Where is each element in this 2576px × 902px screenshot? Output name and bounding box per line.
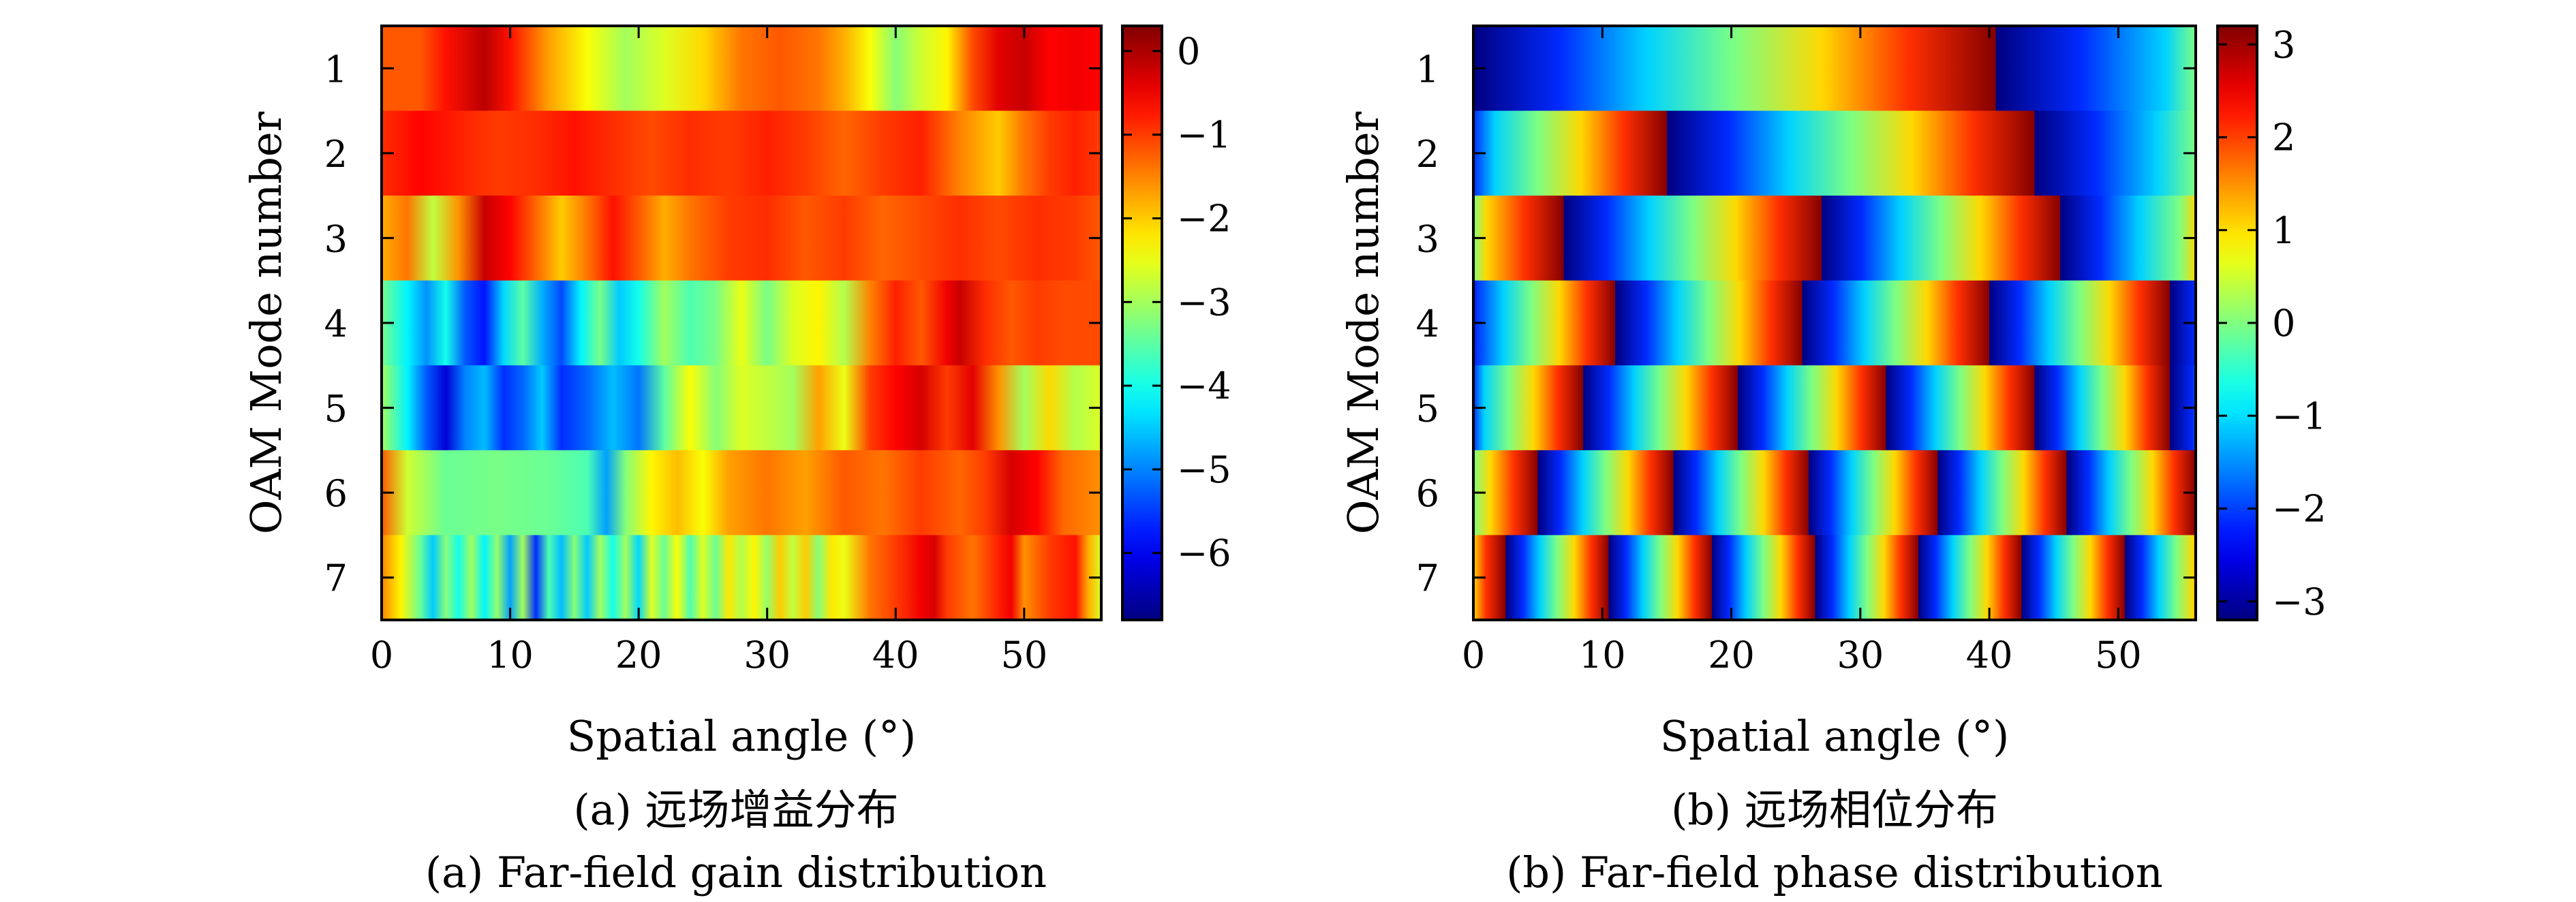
colorbar-tick-label: −2 xyxy=(2272,488,2327,531)
panel-a-colorbar-ticks: 0 −1 −2 −3 −4 −5 −6 xyxy=(1122,30,1231,575)
x-tick-label: 20 xyxy=(615,634,662,676)
colorbar-tick-label: −3 xyxy=(1177,281,1231,324)
panel-a-gain: 0 10 20 30 40 50 1 2 3 4 5 6 7 Spatial angle (°) OA… xyxy=(241,25,1231,897)
y-tick-label: 4 xyxy=(1416,302,1439,345)
x-tick-label: 10 xyxy=(487,634,534,676)
x-tick-label: 20 xyxy=(1708,634,1755,676)
panel-b-x-ticks: 0 10 20 30 40 50 xyxy=(1462,26,2142,676)
heatmap-row-mode-5 xyxy=(382,365,1101,451)
panel-a-caption-chinese: (a) 远场增益分布 xyxy=(573,785,898,835)
heatmap-row-mode-1 xyxy=(1473,26,2196,112)
y-tick-label: 1 xyxy=(1416,48,1439,91)
y-tick-label: 6 xyxy=(324,472,348,515)
x-tick-label: 50 xyxy=(1000,634,1047,676)
heatmap-row-mode-6 xyxy=(382,450,1101,536)
x-tick-label: 40 xyxy=(872,634,919,676)
x-tick-label: 50 xyxy=(2095,634,2142,676)
y-tick-label: 5 xyxy=(1416,388,1439,431)
panel-a-heatmap-rows xyxy=(382,26,1101,621)
colorbar-tick-label: −1 xyxy=(1177,114,1231,157)
heatmap-row-mode-4 xyxy=(382,280,1101,366)
panel-b-colorbar-ticks: 3 2 1 0 −1 −2 −3 xyxy=(2218,23,2327,623)
x-tick-label: 0 xyxy=(370,634,393,676)
colorbar-tick-label: −5 xyxy=(1177,448,1231,491)
heatmap-row-mode-6 xyxy=(1473,450,2196,536)
colorbar-tick-label: 0 xyxy=(2272,302,2295,345)
colorbar-tick-label: 3 xyxy=(2272,23,2295,66)
heatmap-row-mode-2 xyxy=(382,110,1101,196)
heatmap-row-mode-5 xyxy=(1473,365,2196,451)
y-tick-label: 1 xyxy=(324,48,348,91)
y-tick-label: 5 xyxy=(324,388,348,431)
panel-b-y-axis-label: OAM Mode number xyxy=(1338,111,1388,534)
x-tick-label: 40 xyxy=(1966,634,2013,676)
panel-b-y-ticks: 1 2 3 4 5 6 7 xyxy=(1416,48,2196,600)
panel-b-caption-chinese: (b) 远场相位分布 xyxy=(1671,785,1998,835)
heatmap-row-mode-3 xyxy=(382,196,1101,281)
panel-b-x-axis-label: Spatial angle (°) xyxy=(1660,711,2010,761)
colorbar-tick-label: −4 xyxy=(1177,364,1231,407)
colorbar-tick-label: 1 xyxy=(2272,209,2295,252)
x-tick-label: 30 xyxy=(1837,634,1884,676)
panel-a-y-axis-label: OAM Mode number xyxy=(241,111,291,534)
panel-a-x-axis-label: Spatial angle (°) xyxy=(567,711,917,761)
heatmap-row-mode-2 xyxy=(1473,110,2196,196)
colorbar-tick-label: −2 xyxy=(1177,197,1231,240)
y-tick-label: 3 xyxy=(324,217,348,260)
x-tick-label: 30 xyxy=(743,634,791,676)
y-tick-label: 7 xyxy=(324,557,348,600)
y-tick-label: 7 xyxy=(1416,557,1439,600)
x-tick-label: 10 xyxy=(1579,634,1626,676)
heatmap-row-mode-4 xyxy=(1473,280,2196,366)
y-tick-label: 2 xyxy=(324,133,348,176)
heatmap-row-mode-7 xyxy=(1473,535,2196,621)
heatmap-row-mode-7 xyxy=(382,535,1101,621)
y-tick-label: 6 xyxy=(1416,472,1439,515)
x-tick-label: 0 xyxy=(1462,634,1485,676)
panel-a-x-ticks: 0 10 20 30 40 50 xyxy=(370,26,1047,676)
colorbar-tick-label: −6 xyxy=(1177,532,1231,575)
colorbar-tick-label: 0 xyxy=(1177,30,1200,73)
panel-a-y-ticks: 1 2 3 4 5 6 7 xyxy=(324,48,1101,600)
colorbar-tick-label: −1 xyxy=(2272,394,2327,437)
panel-a-colorbar xyxy=(1121,25,1163,621)
colorbar-tick-label: 2 xyxy=(2272,116,2295,159)
heatmap-row-mode-3 xyxy=(1473,196,2196,281)
heatmap-row-mode-1 xyxy=(382,26,1101,112)
panel-b-caption-english: (b) Far-field phase distribution xyxy=(1506,847,2163,897)
panel-b-heatmap-rows xyxy=(1473,26,2196,621)
y-tick-label: 2 xyxy=(1416,133,1439,176)
panel-a-caption-english: (a) Far-field gain distribution xyxy=(425,847,1047,897)
y-tick-label: 4 xyxy=(324,302,348,345)
colorbar-tick-label: −3 xyxy=(2272,580,2327,623)
y-tick-label: 3 xyxy=(1416,217,1439,260)
